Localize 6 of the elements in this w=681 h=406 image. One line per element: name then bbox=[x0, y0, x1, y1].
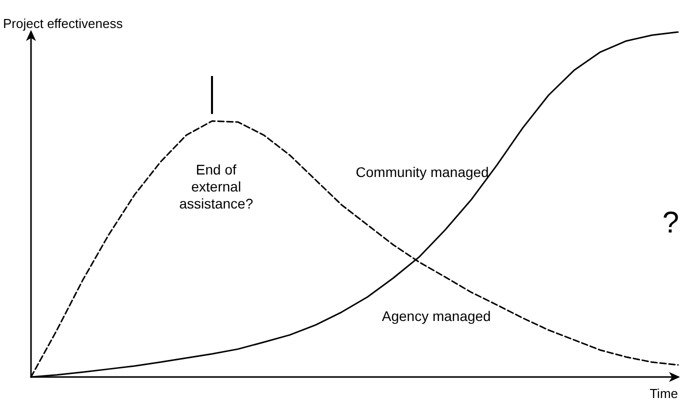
series-label: Agency managed bbox=[382, 308, 491, 324]
annotation: End of external assistance? bbox=[179, 162, 254, 212]
x-axis-title: Time bbox=[650, 386, 678, 401]
annotation: ? bbox=[662, 206, 680, 240]
series-label: Community managed bbox=[356, 164, 489, 180]
y-axis-title: Project effectiveness bbox=[3, 16, 124, 31]
